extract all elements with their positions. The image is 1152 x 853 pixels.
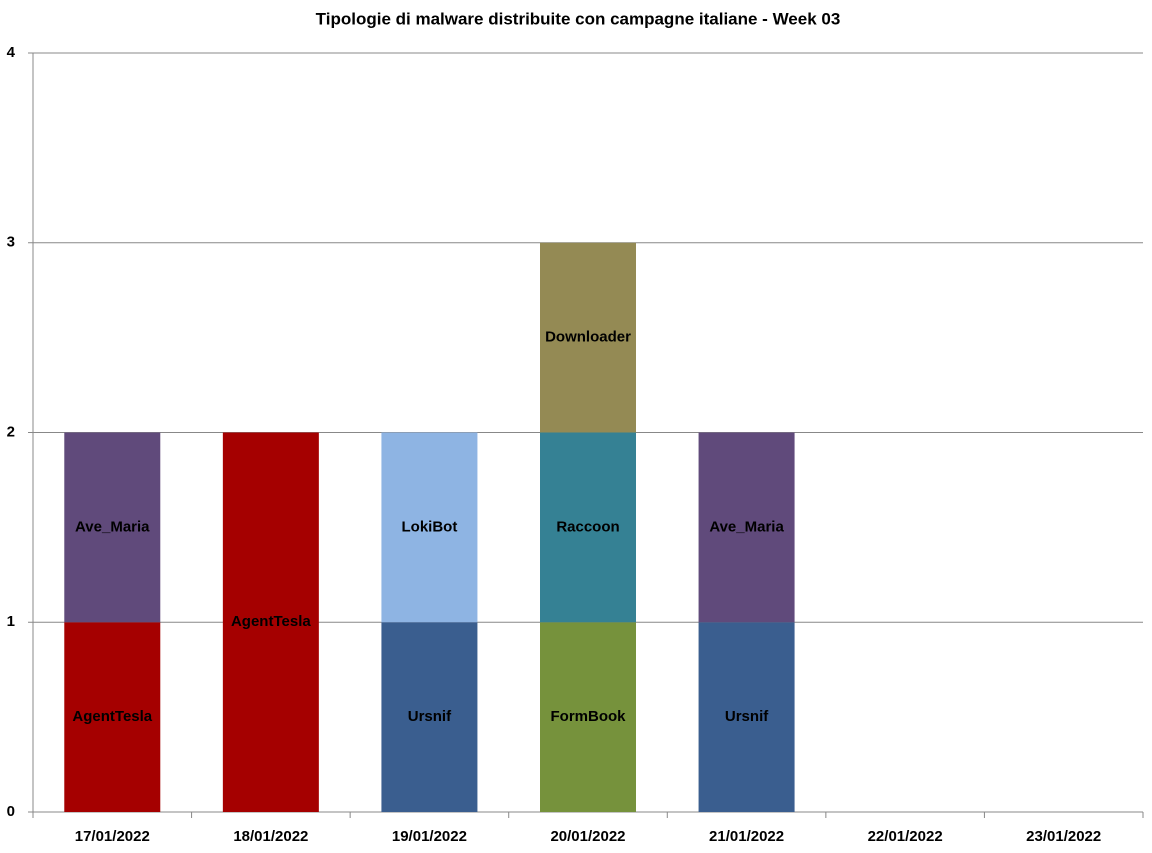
bar-segment [698,432,795,623]
x-tick-label: 20/01/2022 [550,828,625,845]
y-tick-label: 3 [7,234,15,251]
segment-label: Raccoon [556,518,619,535]
bar-segment [222,432,319,812]
segment-label: Ursnif [408,708,452,725]
y-tick-label: 1 [7,613,15,630]
bar-segment [698,622,795,812]
bar-segment [64,432,161,623]
segment-label: Ave_Maria [75,518,150,535]
y-tick-label: 0 [7,803,15,820]
x-tick-label: 17/01/2022 [75,828,150,845]
chart-title: Tipologie di malware distribuite con cam… [316,9,841,28]
bar-segment [381,622,478,812]
x-tick-label: 19/01/2022 [392,828,467,845]
x-tick-label: 22/01/2022 [868,828,943,845]
segment-label: Ursnif [725,708,769,725]
bar-segment [540,242,636,433]
bar-segment [64,622,161,812]
segment-label: Ave_Maria [709,518,784,535]
x-tick-label: 18/01/2022 [233,828,308,845]
x-tick-label: 21/01/2022 [709,828,784,845]
segment-label: LokiBot [402,518,458,535]
segment-label: AgentTesla [72,708,152,725]
segment-label: FormBook [551,708,627,725]
bar-segment [540,432,636,623]
bar-segment [540,622,636,812]
y-tick-label: 2 [7,423,15,440]
y-tick-label: 4 [7,44,16,61]
x-tick-label: 23/01/2022 [1026,828,1101,845]
segment-label: AgentTesla [231,613,311,630]
segment-label: Downloader [545,329,631,346]
bar-segment [381,432,478,623]
